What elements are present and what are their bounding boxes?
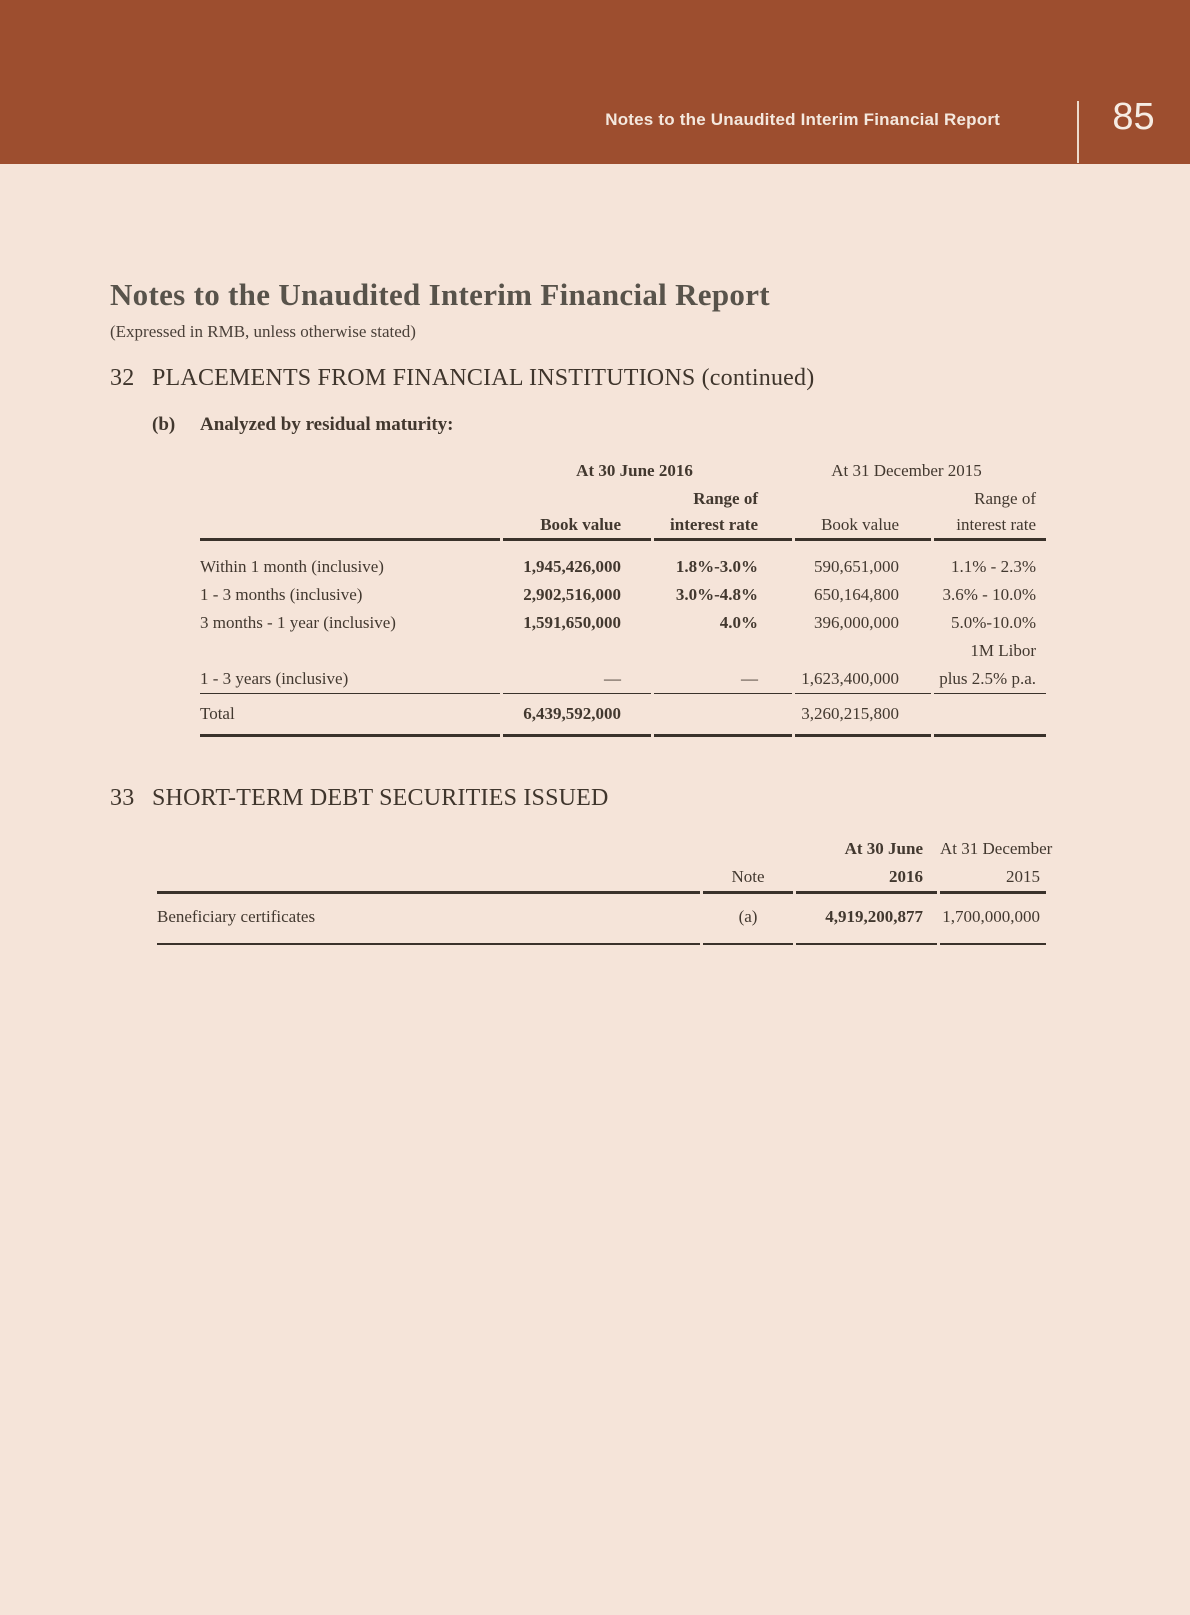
rate-2015: 1M Libor	[970, 641, 1036, 660]
book-value-2015: 1,623,400,000	[795, 665, 931, 694]
book-value-2015: 590,651,000	[814, 557, 899, 576]
book-value-2016: 1,945,426,000	[523, 557, 621, 576]
book-value-2015	[795, 637, 931, 665]
table-row: 1 - 3 years (inclusive) — — 1,623,400,00…	[200, 665, 1046, 694]
value-2016: 4,919,200,877	[796, 891, 937, 945]
rate-2015: 3.6% - 10.0%	[942, 585, 1036, 604]
book-value-2016: 1,591,650,000	[523, 613, 621, 632]
section-32-title: PLACEMENTS FROM FINANCIAL INSTITUTIONS (…	[152, 365, 815, 391]
book-value-2015: 396,000,000	[814, 613, 899, 632]
table-subheader-row-1: Range of Range of	[200, 485, 1046, 512]
table-spacer	[200, 541, 1046, 553]
total-book-value-2015: 3,260,215,800	[795, 693, 931, 737]
total-rate-2015	[934, 693, 1046, 737]
section-32b-title: Analyzed by residual maturity:	[200, 414, 454, 435]
table-total-row: Total 6,439,592,000 3,260,215,800	[200, 693, 1046, 737]
rate-2016	[654, 637, 792, 665]
header-2016: 2016	[796, 863, 937, 894]
row-label: 1 - 3 years (inclusive)	[200, 665, 500, 694]
rate-2016: 1.8%-3.0%	[675, 557, 758, 576]
page-title: Notes to the Unaudited Interim Financial…	[110, 277, 770, 312]
table-header-row-1: At 30 June At 31 December	[157, 835, 1053, 863]
total-label: Total	[200, 693, 500, 737]
table-header-row-2: Note 2016 2015	[157, 863, 1046, 894]
book-value-2016: —	[503, 665, 651, 694]
table-row: Beneficiary certificates (a) 4,919,200,8…	[157, 891, 1046, 945]
header-empty	[157, 835, 700, 863]
header-empty	[157, 863, 700, 894]
table-row: Within 1 month (inclusive) 1,945,426,000…	[200, 553, 1046, 581]
group-header-2015: At 31 December 2015	[831, 461, 982, 480]
section-32-heading: 32 PLACEMENTS FROM FINANCIAL INSTITUTIONS…	[110, 363, 1190, 393]
col-header-book-value-2015: Book value	[795, 512, 931, 541]
rate-2016: 3.0%-4.8%	[675, 585, 758, 604]
section-33-number: 33	[110, 785, 135, 811]
col-header-interest-rate-2015: interest rate	[934, 512, 1046, 541]
col-header-interest-rate-2016: interest rate	[654, 512, 792, 541]
header-band-divider	[1077, 101, 1079, 163]
group-header-2016: At 30 June 2016	[576, 461, 693, 480]
header-2015: 2015	[940, 863, 1046, 894]
section-33-title: SHORT-TERM DEBT SECURITIES ISSUED	[152, 785, 609, 811]
header-empty	[703, 835, 793, 863]
row-label: 3 months - 1 year (inclusive)	[200, 613, 396, 632]
table-row: 1M Libor	[200, 637, 1046, 665]
rate-2015: 1.1% - 2.3%	[951, 557, 1036, 576]
rate-2015: 5.0%-10.0%	[951, 613, 1036, 632]
row-label	[200, 637, 500, 665]
table-subheader-row-2: Book value interest rate Book value inte…	[200, 512, 1046, 541]
section-32b-subheading: (b) Analyzed by residual maturity:	[152, 413, 1190, 437]
header-at-30-june: At 30 June	[844, 839, 923, 858]
row-label: Within 1 month (inclusive)	[200, 557, 384, 576]
row-note-ref: (a)	[703, 891, 793, 945]
section-32b-label: (b)	[152, 414, 176, 435]
col-header-book-value-2016: Book value	[503, 512, 651, 541]
header-note: Note	[703, 863, 793, 894]
table-group-header-row: At 30 June 2016 At 31 December 2015	[200, 457, 1046, 485]
section-33-heading: 33 SHORT-TERM DEBT SECURITIES ISSUED	[110, 783, 1190, 813]
book-value-2016: 2,902,516,000	[523, 585, 621, 604]
total-rate-2016	[654, 693, 792, 737]
page-number: 85	[1112, 96, 1155, 138]
table-row: 1 - 3 months (inclusive) 2,902,516,000 3…	[200, 581, 1046, 609]
rate-2016: —	[654, 665, 792, 694]
rate-2015: plus 2.5% p.a.	[934, 665, 1046, 694]
row-label: Beneficiary certificates	[157, 891, 700, 945]
book-value-2016	[503, 637, 651, 665]
value-2015: 1,700,000,000	[940, 891, 1046, 945]
col-header-range-of-2016: Range of	[693, 489, 758, 508]
header-band: Notes to the Unaudited Interim Financial…	[0, 0, 1190, 164]
short-term-debt-table: At 30 June At 31 December Note 2016 2015…	[157, 835, 1053, 945]
rate-2016: 4.0%	[719, 613, 758, 632]
row-label: 1 - 3 months (inclusive)	[200, 585, 363, 604]
book-value-2015: 650,164,800	[814, 585, 899, 604]
header-at-31-december: At 31 December	[940, 839, 1053, 858]
page-subtitle: (Expressed in RMB, unless otherwise stat…	[110, 322, 416, 341]
col-header-empty	[200, 512, 500, 541]
header-band-title: Notes to the Unaudited Interim Financial…	[605, 110, 1000, 129]
residual-maturity-table: At 30 June 2016 At 31 December 2015 Rang…	[200, 457, 1046, 737]
section-32-number: 32	[110, 365, 135, 391]
total-book-value-2016: 6,439,592,000	[503, 693, 651, 737]
table-row: 3 months - 1 year (inclusive) 1,591,650,…	[200, 609, 1046, 637]
col-header-range-of-2015: Range of	[974, 489, 1036, 508]
